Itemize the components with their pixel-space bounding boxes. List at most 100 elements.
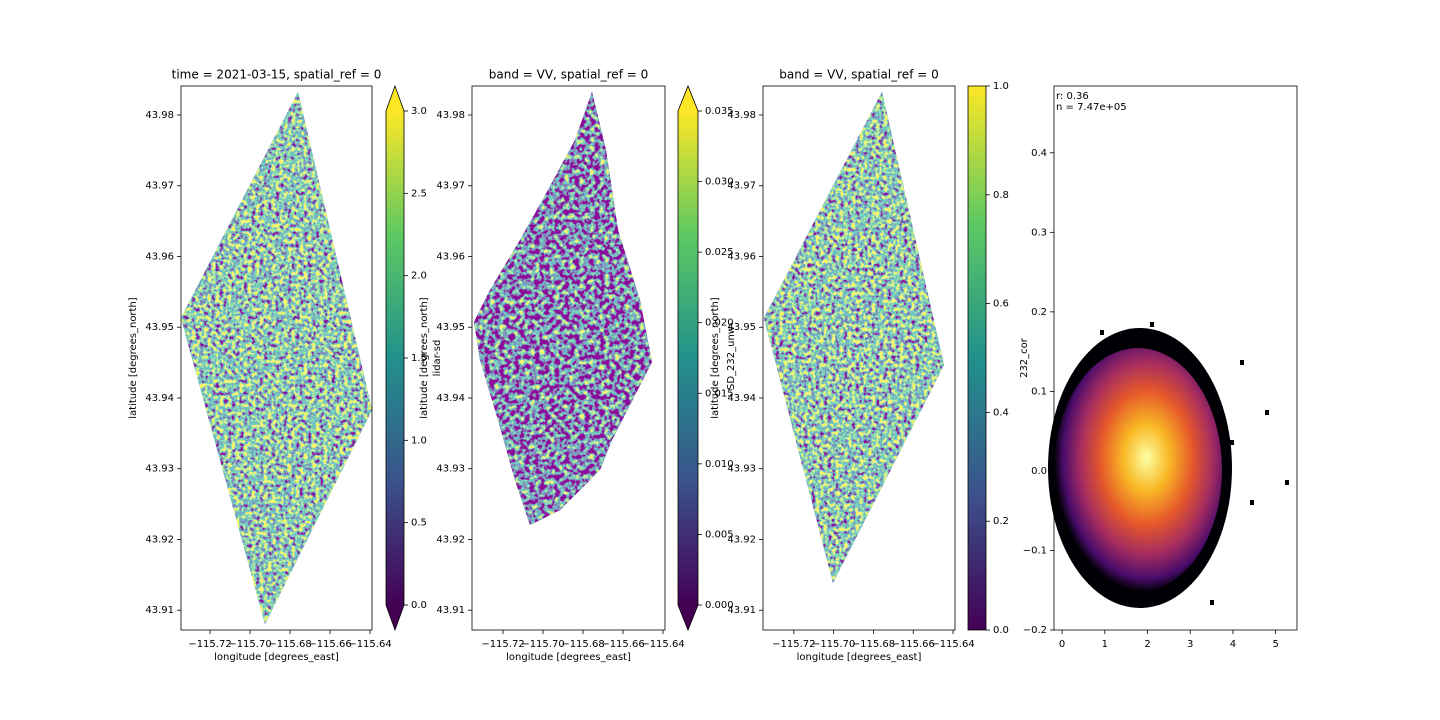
- colorbar-tick-label: 0.000: [705, 600, 734, 611]
- colorbar-extend-max: [386, 86, 404, 111]
- hist-cell: [1150, 322, 1154, 327]
- colorbar: 0.000 0.005 0.010 0.015 0.020 0.025 0.030 0.035…: [677, 84, 737, 632]
- hist-cell: [1060, 520, 1064, 525]
- colorbar-fill: [968, 86, 986, 630]
- colorbar-tick-label: 0.2: [993, 516, 1009, 527]
- x-tick-label: −115.72: [188, 639, 231, 650]
- y-tick-label: 43.94: [145, 393, 174, 404]
- colorbar-tick-label: 0.030: [705, 177, 734, 188]
- hist-cell: [1250, 500, 1254, 505]
- colorbar-tick-label: 3.0: [411, 106, 427, 117]
- hist-cell: [1285, 480, 1289, 485]
- x-tick-label: −115.70: [812, 639, 855, 650]
- colorbar-tick-label: 0.015: [705, 388, 734, 399]
- annotation: n = 7.47e+05: [1056, 102, 1127, 113]
- axes-frame: [762, 85, 956, 631]
- colorbar-extend-min: [386, 605, 404, 630]
- colorbar-label: lidar-sd: [432, 340, 443, 377]
- x-tick-label: 2: [1144, 639, 1150, 650]
- y-tick-label: 43.96: [436, 251, 465, 262]
- y-tick-label: 43.91: [145, 605, 174, 616]
- colorbar: 0.0 0.2 0.4 0.6 0.8 1.0: [967, 81, 1009, 636]
- colorbar-extend-min: [678, 605, 698, 630]
- colorbar-extend-max: [678, 86, 698, 111]
- y-axis-label: latitude [degrees_north]: [419, 297, 430, 419]
- colorbar-tick-label: 0.4: [993, 407, 1009, 418]
- x-tick-label: 1: [1102, 639, 1108, 650]
- y-tick-label: 43.92: [436, 534, 465, 545]
- y-tick-label: 43.96: [145, 251, 174, 262]
- hist-cell: [1210, 600, 1214, 605]
- y-tick-label: −0.1: [1023, 545, 1047, 556]
- axes-title: band = VV, spatial_ref = 0: [489, 68, 648, 82]
- x-tick-label: −115.72: [772, 639, 815, 650]
- hist-cell: [1080, 560, 1084, 565]
- annotation: r: 0.36: [1056, 91, 1089, 102]
- y-tick-label: 0.4: [1031, 148, 1047, 159]
- hist-cell: [1240, 360, 1244, 365]
- x-tick-label: −115.68: [561, 639, 604, 650]
- panel: −115.72−115.70−115.68−115.66−115.64 43.91…: [419, 68, 737, 664]
- y-tick-label: 43.95: [145, 322, 174, 333]
- y-tick-label: 43.98: [727, 110, 756, 121]
- axes-title: time = 2021-03-15, spatial_ref = 0: [172, 68, 382, 82]
- colorbar-tick-label: 0.0: [993, 625, 1009, 636]
- y-tick-label: 0.0: [1031, 466, 1047, 477]
- x-tick-label: 4: [1230, 639, 1236, 650]
- colorbar-tick-label: 1.0: [993, 81, 1009, 92]
- colorbar-tick-label: 0.005: [705, 529, 734, 540]
- y-axis-label: latitude [degrees_north]: [710, 297, 721, 419]
- x-tick-label: 3: [1187, 639, 1193, 650]
- y-tick-label: 0.1: [1031, 386, 1047, 397]
- x-axis-label: longitude [degrees_east]: [797, 652, 922, 663]
- y-tick-label: 43.97: [436, 181, 465, 192]
- y-tick-label: 43.92: [727, 534, 756, 545]
- colorbar: 0.0 0.5 1.0 1.5 2.0 2.5 3.0 lidar-sd: [385, 84, 443, 632]
- x-tick-label: −115.72: [481, 639, 524, 650]
- colorbar-tick-label: 0.020: [705, 318, 734, 329]
- x-tick-label: −115.68: [268, 639, 311, 650]
- y-tick-label: 43.94: [436, 393, 465, 404]
- x-tick-label: −115.64: [641, 639, 684, 650]
- raster-texture: [764, 92, 944, 583]
- x-axis-label: longitude [degrees_east]: [214, 652, 339, 663]
- y-tick-label: 43.93: [436, 464, 465, 475]
- colorbar-tick-label: 2.5: [411, 188, 427, 199]
- panel: −115.72−115.70−115.68−115.66−115.64 43.91…: [710, 68, 1009, 664]
- y-tick-label: 43.96: [727, 251, 756, 262]
- panel: 0 1 2 3 4 5 −0.2 −0.1 0.0 0.1 0.2 0.3 0.4 232_cor r: 0…: [1019, 85, 1298, 650]
- y-tick-label: 43.92: [145, 534, 174, 545]
- x-tick-label: 5: [1272, 639, 1278, 650]
- y-tick-label: 43.98: [436, 110, 465, 121]
- x-tick-label: −115.66: [308, 639, 351, 650]
- y-tick-label: 43.95: [436, 322, 465, 333]
- x-tick-label: −115.64: [348, 639, 391, 650]
- colorbar-tick-label: 1.0: [411, 435, 427, 446]
- colorbar-tick-label: 0.5: [411, 518, 427, 529]
- y-tick-label: 0.2: [1031, 307, 1047, 318]
- colorbar-tick-label: 0.8: [993, 190, 1009, 201]
- y-tick-label: 0.3: [1031, 227, 1047, 238]
- axes-frame: [1053, 85, 1298, 631]
- raster-texture: [474, 92, 652, 525]
- x-tick-label: −115.70: [228, 639, 271, 650]
- axes-frame: [180, 85, 373, 631]
- axes-frame: [471, 85, 666, 631]
- colorbar-tick-label: 2.0: [411, 271, 427, 282]
- y-tick-label: 43.97: [145, 181, 174, 192]
- colorbar-tick-label: 0.0: [411, 600, 427, 611]
- colorbar-tick-label: 0.035: [705, 106, 734, 117]
- x-tick-label: 0: [1059, 639, 1065, 650]
- y-tick-label: 43.97: [727, 181, 756, 192]
- colorbar-fill: [386, 111, 404, 605]
- colorbar-label: SD_232_unw: [726, 326, 737, 390]
- y-tick-label: 43.91: [727, 605, 756, 616]
- colorbar-tick-label: 0.025: [705, 247, 734, 258]
- hist-cell: [1265, 410, 1269, 415]
- hist-density: [1054, 348, 1222, 592]
- colorbar-tick-label: 0.010: [705, 459, 734, 470]
- x-tick-label: −115.68: [852, 639, 895, 650]
- hist-cell: [1100, 330, 1104, 335]
- y-tick-label: 43.94: [727, 393, 756, 404]
